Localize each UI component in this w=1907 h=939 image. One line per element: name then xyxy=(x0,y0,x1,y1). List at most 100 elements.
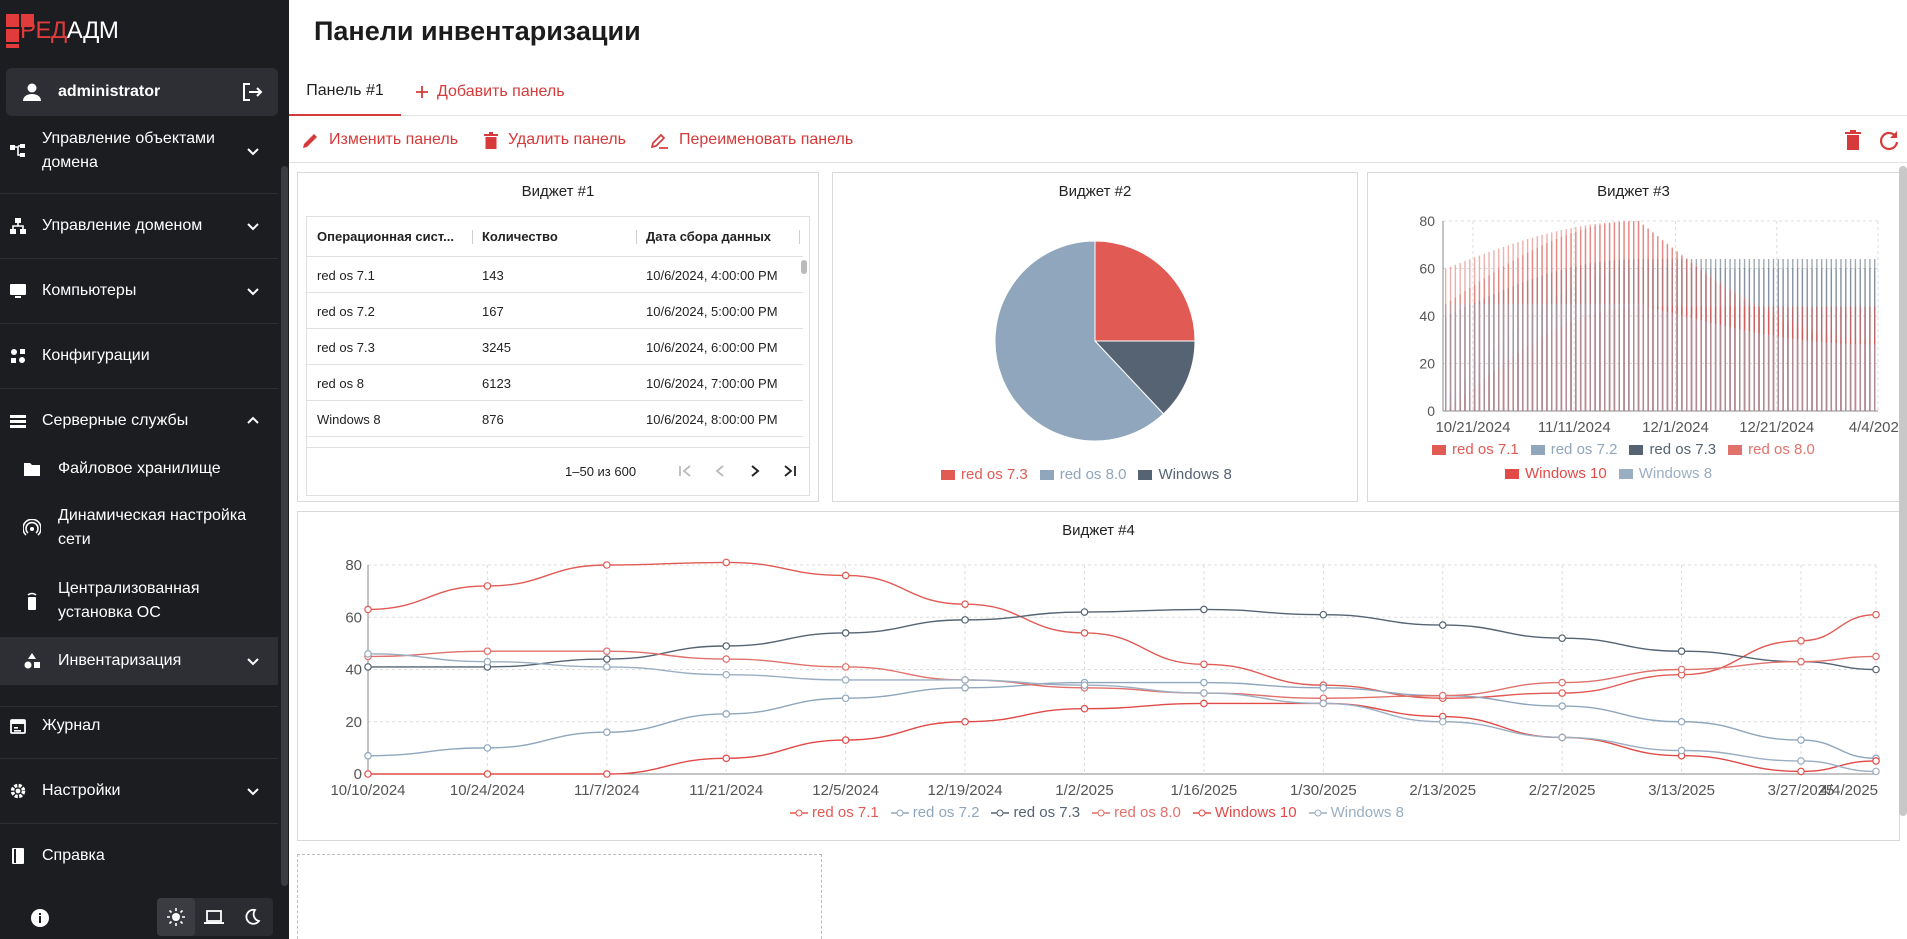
sidebar-item-inventory[interactable]: Инвентаризация xyxy=(0,637,278,685)
legend-item[interactable]: red os 7.3 xyxy=(1013,804,1081,821)
bar xyxy=(1522,304,1524,411)
sidebar-item-label: Справка xyxy=(42,847,105,864)
data-point xyxy=(722,710,731,718)
table-row[interactable]: red os 8 6123 10/6/2024, 7:00:00 PM xyxy=(307,365,803,401)
legend-item[interactable]: red os 7.1 xyxy=(1452,441,1519,458)
theme-system-button[interactable] xyxy=(195,898,233,936)
legend-item[interactable]: red os 7.2 xyxy=(912,804,980,821)
column-header-count[interactable]: Количество xyxy=(482,229,558,244)
sidebar-item-server-services[interactable]: Серверные службы xyxy=(0,407,278,435)
refresh-icon[interactable] xyxy=(1878,129,1900,151)
chevron-down-icon xyxy=(247,288,259,296)
sidebar-item-file-storage[interactable]: Файловое хранилище xyxy=(0,455,278,483)
bar xyxy=(1714,323,1717,411)
theme-dark-button[interactable] xyxy=(233,898,271,936)
table-row[interactable]: red os 7.1 143 10/6/2024, 4:00:00 PM xyxy=(307,257,803,293)
bar xyxy=(1700,320,1702,411)
bar xyxy=(1763,333,1765,411)
data-point xyxy=(961,717,969,726)
sidebar-item-configurations[interactable]: Конфигурации xyxy=(0,342,278,370)
prev-page-icon[interactable] xyxy=(711,462,729,480)
widget-title: Виджет #2 xyxy=(1058,183,1132,200)
chevron-down-icon xyxy=(247,223,259,231)
bar xyxy=(1869,344,1871,411)
bar xyxy=(1743,330,1746,411)
logo-square xyxy=(21,14,34,27)
delete-panel-button[interactable]: Удалить панель xyxy=(484,117,626,163)
data-point xyxy=(961,616,969,624)
sidebar-item-label: Настройки xyxy=(42,782,121,799)
delete-all-icon[interactable] xyxy=(1842,129,1864,151)
widget-title: Виджет #1 xyxy=(521,183,595,200)
bar xyxy=(1464,304,1466,411)
column-separator[interactable] xyxy=(472,230,473,244)
legend-item[interactable]: Windows 8 xyxy=(1638,465,1713,482)
sidebar-item-help[interactable]: Справка xyxy=(0,842,278,870)
last-page-icon[interactable] xyxy=(781,462,799,480)
legend-item[interactable]: red os 8.0 xyxy=(1114,804,1181,821)
table-row[interactable]: red os 7.2 167 10/6/2024, 5:00:00 PM xyxy=(307,293,803,329)
sidebar-item-domain-objects[interactable]: Управление объектами домена xyxy=(0,128,278,174)
edit-panel-button[interactable]: Изменить панель xyxy=(302,117,458,163)
widget-2: Виджет #2 red os 7.3 red os 8.0 Windows … xyxy=(832,172,1358,502)
data-point xyxy=(841,694,850,703)
first-page-icon[interactable] xyxy=(676,462,694,480)
legend-item[interactable]: red os 8.0 xyxy=(1748,441,1815,458)
info-icon[interactable] xyxy=(30,908,50,928)
legend-line-icon xyxy=(790,809,808,816)
x-tick-label: 4/4/2025 xyxy=(1820,782,1878,799)
add-panel-button[interactable]: Добавить панель xyxy=(415,68,565,116)
logout-icon[interactable] xyxy=(240,80,264,104)
bar xyxy=(1584,304,1587,411)
sidebar-item-computers[interactable]: Компьютеры xyxy=(0,277,278,305)
sidebar-item-dhcp[interactable]: Динамическая настройка сети xyxy=(0,504,278,552)
bar xyxy=(1657,309,1659,411)
main-scrollbar[interactable] xyxy=(1899,166,1907,816)
tab-panel-1[interactable]: Панель #1 xyxy=(289,68,401,116)
legend-item[interactable]: Windows 8 xyxy=(1158,466,1232,483)
bar xyxy=(1681,315,1683,411)
empty-widget-placeholder[interactable] xyxy=(297,854,822,939)
column-header-os[interactable]: Операционная сист... xyxy=(317,229,454,244)
legend-line-icon xyxy=(991,809,1010,816)
line-series xyxy=(368,702,1877,775)
app-logo[interactable]: РЕДАДМ xyxy=(6,14,119,48)
sidebar-item-os-install[interactable]: Централизованная установка ОС xyxy=(0,577,278,625)
legend-item[interactable]: Windows 8 xyxy=(1330,804,1404,821)
column-header-date[interactable]: Дата сбора данных xyxy=(646,229,772,244)
cell-count: 876 xyxy=(482,411,504,427)
bar xyxy=(1445,304,1447,411)
column-separator[interactable] xyxy=(799,230,800,244)
legend-item[interactable]: red os 7.3 xyxy=(1649,441,1717,458)
legend-item[interactable]: red os 7.3 xyxy=(961,466,1028,483)
data-point xyxy=(603,663,611,671)
divider xyxy=(0,823,278,824)
column-separator[interactable] xyxy=(636,230,637,244)
next-page-icon[interactable] xyxy=(746,462,764,480)
legend-item[interactable]: Windows 10 xyxy=(1525,465,1607,482)
sidebar-item-journal[interactable]: Журнал xyxy=(0,712,278,740)
legend-item[interactable]: red os 7.2 xyxy=(1550,441,1618,458)
legend-line-icon xyxy=(1192,809,1211,816)
table-scrollbar[interactable] xyxy=(801,260,807,274)
logo-square xyxy=(6,44,19,48)
widget-4: Виджет #4 0 20 40 60 80 10/10/2024 10/24/2024 1… xyxy=(297,511,1900,841)
trash-icon xyxy=(484,131,498,149)
sidebar-item-settings[interactable]: Настройки xyxy=(0,777,278,805)
chevron-down-icon xyxy=(247,658,259,666)
theme-light-button[interactable] xyxy=(157,898,195,936)
legend-item[interactable]: red os 7.1 xyxy=(812,804,879,821)
bar xyxy=(1473,304,1476,411)
legend-item[interactable]: red os 8.0 xyxy=(1059,466,1127,483)
logo-text: РЕДАДМ xyxy=(20,17,119,44)
data-point xyxy=(1200,678,1208,687)
rename-panel-button[interactable]: Переименовать панель xyxy=(651,117,853,163)
table-row[interactable]: red os 7.3 3245 10/6/2024, 6:00:00 PM xyxy=(307,329,803,365)
legend-item[interactable]: Windows 10 xyxy=(1214,804,1297,821)
data-point xyxy=(1677,665,1686,674)
data-point xyxy=(1677,717,1686,726)
data-point xyxy=(483,770,492,778)
table-row[interactable]: Windows 8 876 10/6/2024, 8:00:00 PM xyxy=(307,401,803,437)
sidebar-item-domain-management[interactable]: Управление доменом xyxy=(0,212,278,240)
sidebar-scrollbar[interactable] xyxy=(281,166,288,886)
